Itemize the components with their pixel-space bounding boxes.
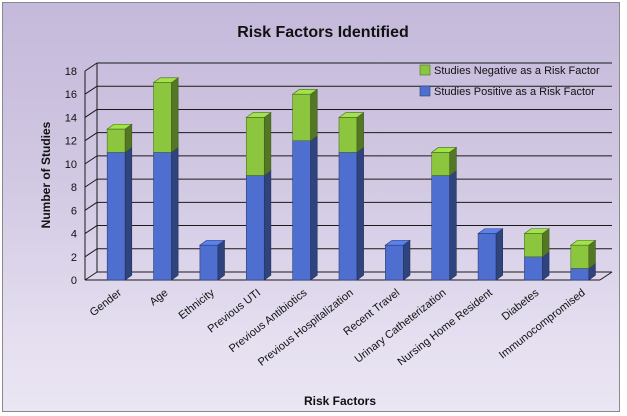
- legend: Studies Negative as a Risk Factor Studies…: [419, 64, 600, 98]
- bar-side: [217, 239, 225, 281]
- x-tick-label: Nursing Home Resident: [396, 287, 495, 368]
- bar-front: [524, 256, 543, 281]
- legend-label: Studies Negative as a Risk Factor: [434, 65, 600, 77]
- x-axis-title: Risk Factors: [304, 394, 376, 408]
- y-tick-label: 14: [65, 112, 77, 124]
- y-tick-label: 12: [65, 136, 77, 148]
- bar-side: [124, 146, 133, 281]
- gridline-depth: [84, 85, 98, 95]
- bar-side: [310, 88, 318, 142]
- bar-side: [171, 146, 179, 281]
- legend-label: Studies Positive as a Risk Factor: [434, 86, 595, 98]
- x-tick-label: Previous Antibiotics: [227, 287, 310, 355]
- x-axis-depth-line: [599, 271, 613, 281]
- bar-top: [106, 123, 133, 130]
- gridline-depth: [84, 271, 98, 281]
- bar-top: [569, 240, 597, 246]
- x-tick-label: Ethnicity: [177, 287, 218, 322]
- bar-top: [523, 228, 550, 234]
- bar-front: [570, 244, 590, 269]
- bar-side: [495, 228, 503, 281]
- bar-side: [171, 77, 179, 153]
- y-tick-label: 16: [65, 89, 77, 101]
- bar-top: [477, 228, 504, 234]
- bar-front: [245, 175, 265, 281]
- gridline-depth: [84, 178, 98, 188]
- bar-top: [152, 77, 180, 83]
- bar-top: [384, 240, 411, 246]
- bar-side: [449, 170, 457, 281]
- x-tick-label: Diabetes: [500, 287, 542, 323]
- y-axis-title: Number of Studies: [39, 121, 53, 228]
- bar-front: [153, 151, 172, 281]
- legend-swatch: [419, 64, 431, 76]
- gridline-depth: [84, 155, 98, 165]
- bar-front: [199, 244, 219, 281]
- x-tick-label: Age: [148, 287, 171, 309]
- chart-title: Risk Factors Identified: [237, 24, 409, 41]
- gridline-depth: [84, 201, 98, 211]
- bar-front: [431, 151, 451, 176]
- bar-front: [477, 233, 497, 281]
- y-tick-label: 6: [71, 205, 77, 217]
- bar-side: [356, 112, 364, 153]
- gridline-depth: [84, 225, 98, 234]
- bar-front: [106, 151, 126, 281]
- bar-top: [245, 112, 272, 118]
- right-margin: [621, 0, 627, 416]
- bar-front: [153, 82, 172, 153]
- bar-front: [570, 268, 590, 281]
- bar-top: [198, 240, 226, 246]
- bar-front: [245, 117, 265, 176]
- bar-side: [263, 170, 272, 281]
- gridline-depth: [84, 62, 98, 72]
- y-tick-label: 2: [71, 252, 77, 264]
- bar-front: [385, 244, 404, 281]
- bar-front: [431, 175, 451, 281]
- legend-swatch: [419, 85, 431, 97]
- bar-side: [263, 112, 272, 177]
- y-tick-label: 0: [71, 275, 77, 287]
- bar-front: [338, 117, 358, 153]
- y-tick-label: 4: [71, 229, 77, 241]
- bar-top: [291, 89, 319, 95]
- x-tick-label: Gender: [88, 287, 125, 319]
- gridline-depth: [84, 248, 98, 258]
- gridline-depth: [84, 109, 98, 118]
- y-tick-label: 18: [65, 66, 77, 78]
- x-tick-label: Immunocompromised: [497, 287, 588, 362]
- bar-front: [338, 151, 358, 281]
- gridline-depth: [84, 132, 98, 142]
- bar-side: [403, 239, 411, 281]
- y-tick-label: 10: [65, 159, 77, 171]
- bar-front: [524, 233, 543, 258]
- y-tick-label: 8: [71, 182, 77, 194]
- bar-side: [356, 146, 364, 281]
- bar-side: [310, 135, 318, 281]
- bar-front: [292, 93, 311, 141]
- x-tick-label: Previous Hospitalization: [256, 287, 356, 369]
- bar-top: [430, 147, 458, 153]
- bar-front: [106, 128, 126, 153]
- bar-layer: [106, 77, 597, 281]
- bar-front: [292, 140, 311, 281]
- bar-top: [338, 112, 365, 118]
